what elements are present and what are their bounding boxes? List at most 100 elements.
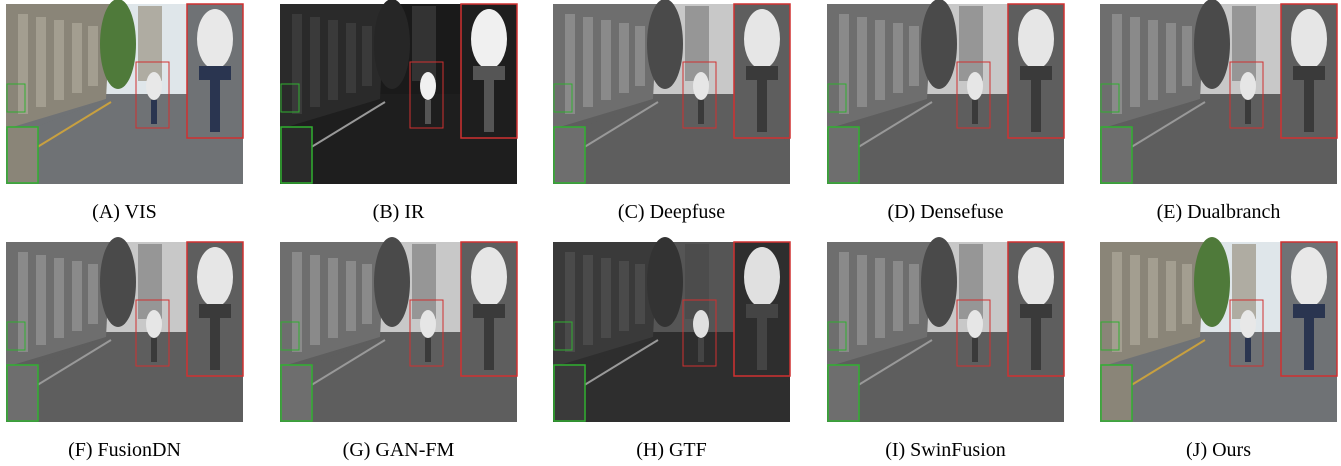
cyclist — [146, 310, 162, 338]
inset-shorts — [473, 304, 505, 318]
inset-cyclist — [1291, 247, 1327, 307]
inset-shorts — [199, 304, 231, 318]
green-inset — [828, 365, 859, 421]
inset-bike — [484, 318, 494, 370]
inset-bike — [210, 80, 220, 132]
tree — [921, 0, 957, 89]
cyclist — [420, 310, 436, 338]
tree — [647, 0, 683, 89]
column — [328, 258, 338, 338]
bike — [151, 338, 157, 362]
image-panel — [6, 237, 243, 422]
bike — [698, 338, 704, 362]
column — [18, 252, 28, 352]
caption: (A) VIS — [92, 201, 157, 223]
inset-shorts — [746, 304, 778, 318]
column — [857, 255, 867, 345]
green-inset — [828, 127, 859, 183]
image-panel — [553, 237, 790, 422]
inset-shorts — [746, 66, 778, 80]
cyclist — [693, 72, 709, 100]
tree — [100, 237, 136, 327]
green-inset — [281, 127, 312, 183]
column — [601, 258, 611, 338]
column — [310, 255, 320, 345]
inset-cyclist — [197, 9, 233, 69]
tree — [1194, 237, 1230, 327]
inset-cyclist — [471, 9, 507, 69]
tree — [921, 237, 957, 327]
green-inset — [281, 365, 312, 421]
column — [1130, 17, 1140, 107]
column — [328, 20, 338, 100]
bike — [151, 100, 157, 124]
column — [292, 14, 302, 114]
column — [893, 261, 903, 331]
inset-cyclist — [1291, 9, 1327, 69]
caption: (F) FusionDN — [68, 439, 181, 461]
column — [839, 252, 849, 352]
image-panel — [553, 0, 790, 184]
column — [635, 264, 645, 324]
tower — [685, 244, 709, 319]
cyclist — [693, 310, 709, 338]
column — [1182, 264, 1192, 324]
column — [72, 261, 82, 331]
cyclist — [967, 310, 983, 338]
image-panel — [280, 0, 517, 184]
inset-shorts — [473, 66, 505, 80]
inset-shorts — [1293, 304, 1325, 318]
tower — [138, 6, 162, 81]
column — [292, 252, 302, 352]
caption: (C) Deepfuse — [618, 201, 725, 223]
inset-bike — [1304, 318, 1314, 370]
column — [875, 20, 885, 100]
column — [88, 26, 98, 86]
column — [1148, 258, 1158, 338]
column — [72, 23, 82, 93]
tower — [412, 244, 436, 319]
tower — [959, 6, 983, 81]
column — [362, 26, 372, 86]
inset-shorts — [1293, 66, 1325, 80]
inset-bike — [1304, 80, 1314, 132]
image-panel — [1100, 0, 1337, 184]
column — [1130, 255, 1140, 345]
column — [909, 26, 919, 86]
inset-cyclist — [471, 247, 507, 307]
inset-bike — [757, 318, 767, 370]
tower — [138, 244, 162, 319]
column — [635, 26, 645, 86]
column — [839, 14, 849, 114]
column — [36, 17, 46, 107]
bike — [425, 338, 431, 362]
column — [565, 252, 575, 352]
column — [619, 261, 629, 331]
cyclist — [1240, 72, 1256, 100]
column — [18, 14, 28, 114]
caption: (E) Dualbranch — [1157, 201, 1281, 223]
column — [875, 258, 885, 338]
inset-cyclist — [744, 9, 780, 69]
column — [1112, 14, 1122, 114]
bike — [1245, 338, 1251, 362]
caption: (H) GTF — [636, 439, 707, 461]
column — [1112, 252, 1122, 352]
column — [857, 17, 867, 107]
caption: (G) GAN-FM — [343, 439, 455, 461]
inset-cyclist — [744, 247, 780, 307]
image-panel — [827, 0, 1064, 184]
inset-bike — [484, 80, 494, 132]
cyclist — [420, 72, 436, 100]
inset-bike — [1031, 80, 1041, 132]
column — [1182, 26, 1192, 86]
inset-cyclist — [1018, 247, 1054, 307]
column — [346, 23, 356, 93]
bike — [1245, 100, 1251, 124]
image-panel — [1100, 237, 1337, 422]
tree — [374, 0, 410, 89]
column — [310, 17, 320, 107]
column — [54, 20, 64, 100]
column — [36, 255, 46, 345]
cyclist — [967, 72, 983, 100]
